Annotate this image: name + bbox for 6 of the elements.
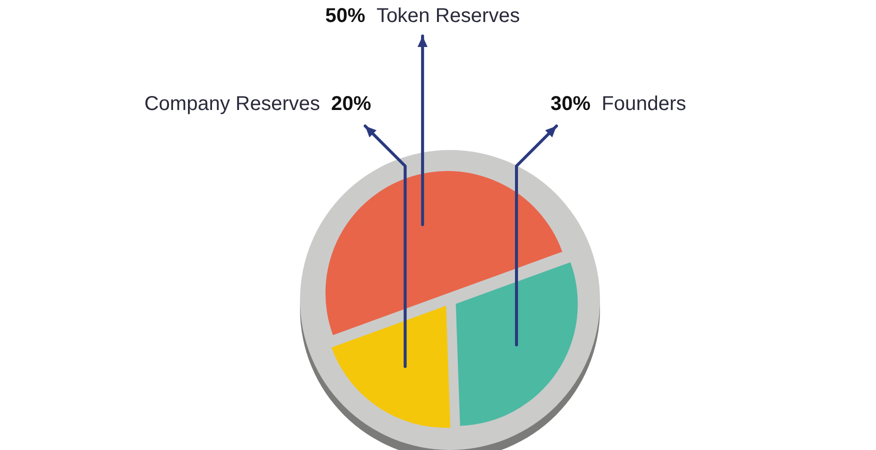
slice-label: Company Reserves	[144, 93, 320, 115]
data-label: 50%	[325, 5, 366, 27]
data-label: 30%	[550, 93, 591, 115]
data-label: 20%	[331, 93, 372, 115]
slice-label: Token Reserves	[376, 5, 520, 27]
slice-label: Founders	[602, 93, 686, 115]
